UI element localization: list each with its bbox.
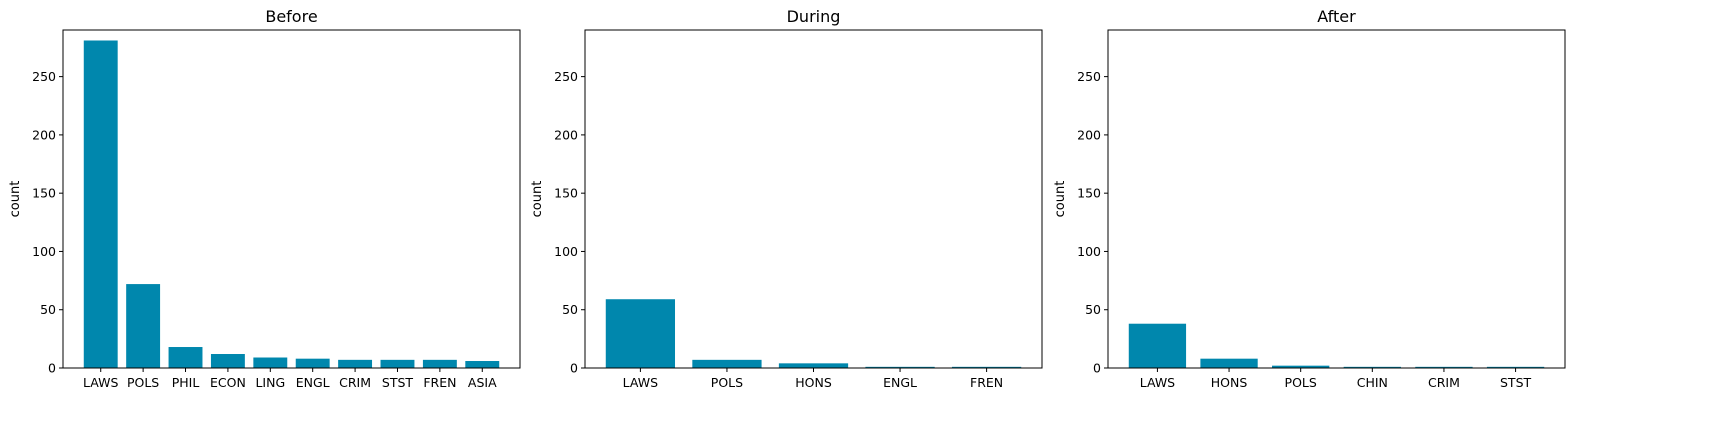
x-tick-label-hons: HONS [1211, 375, 1248, 390]
y-tick-label: 200 [554, 127, 578, 142]
bar-stst [380, 359, 415, 368]
bar-laws [1128, 323, 1187, 368]
chart-title: During [787, 7, 841, 26]
x-tick-label-engl: ENGL [883, 375, 917, 390]
y-axis-label: count [530, 181, 545, 218]
bar-fren [951, 366, 1022, 368]
y-tick-label: 250 [1077, 69, 1101, 84]
bar-chin [1343, 366, 1401, 368]
x-tick-label-fren: FREN [423, 375, 456, 390]
y-tick-label: 50 [1085, 302, 1101, 317]
bar-engl [865, 366, 935, 368]
bar-stst [1486, 366, 1545, 368]
y-tick-label: 250 [554, 69, 578, 84]
x-tick-label-crim: CRIM [339, 375, 371, 390]
x-tick-label-laws: LAWS [1140, 375, 1175, 390]
bar-laws [605, 299, 676, 368]
x-tick-label-pols: POLS [711, 375, 743, 390]
bar-laws [83, 40, 118, 369]
y-tick-label: 150 [1077, 186, 1101, 201]
x-tick-label-asia: ASIA [468, 375, 497, 390]
y-tick-label: 0 [570, 361, 578, 376]
bar-pols [1272, 365, 1330, 368]
x-tick-label-crim: CRIM [1428, 375, 1460, 390]
bar-crim [338, 359, 373, 368]
bar-hons [778, 363, 849, 368]
x-tick-label-phil: PHIL [172, 375, 200, 390]
y-axis-label: count [8, 181, 23, 218]
chart-title: Before [265, 7, 317, 26]
y-tick-label: 150 [554, 186, 578, 201]
bar-fren [422, 359, 457, 368]
x-tick-label-laws: LAWS [83, 375, 118, 390]
bar-phil [168, 347, 203, 368]
bar-engl [295, 358, 330, 368]
y-tick-label: 150 [32, 186, 56, 201]
bar-econ [210, 354, 245, 368]
x-tick-label-engl: ENGL [296, 375, 330, 390]
x-tick-label-pols: POLS [127, 375, 159, 390]
y-tick-label: 100 [1077, 244, 1101, 259]
x-tick-label-econ: ECON [210, 375, 246, 390]
chart-title: After [1317, 7, 1356, 26]
x-tick-label-pols: POLS [1285, 375, 1317, 390]
y-tick-label: 200 [32, 127, 56, 142]
y-tick-label: 0 [48, 361, 56, 376]
y-tick-label: 250 [32, 69, 56, 84]
x-tick-label-stst: STST [1500, 375, 1532, 390]
y-tick-label: 50 [40, 302, 56, 317]
bar-pols [692, 359, 762, 368]
y-axis-label: count [1053, 181, 1068, 218]
bar-asia [465, 361, 500, 368]
chart-panel-after: 0 50 100 150 200 250 LAWS HONS POLS CHIN CRIM STST A… [1053, 7, 1566, 390]
bar-crim [1415, 366, 1473, 368]
x-tick-label-fren: FREN [970, 375, 1003, 390]
axes-frame [1107, 29, 1566, 369]
x-tick-label-hons: HONS [795, 375, 832, 390]
y-tick-label: 100 [32, 244, 56, 259]
chart-panel-before: 0 50 100 150 200 250 LAWS POLS PHIL ECON LING ENGL C… [8, 7, 521, 390]
bar-pols [126, 284, 161, 368]
x-tick-label-chin: CHIN [1357, 375, 1388, 390]
x-tick-label-stst: STST [382, 375, 414, 390]
bar-hons [1200, 358, 1258, 368]
y-tick-label: 50 [562, 302, 578, 317]
chart-panel-during: 0 50 100 150 200 250 LAWS POLS HONS ENGL FREN Durin… [530, 7, 1043, 390]
x-tick-label-ling: LING [255, 375, 285, 390]
y-tick-label: 100 [554, 244, 578, 259]
bar-ling [253, 357, 288, 368]
x-tick-label-laws: LAWS [623, 375, 658, 390]
y-tick-label: 0 [1093, 361, 1101, 376]
y-tick-label: 200 [1077, 127, 1101, 142]
axes-frame [62, 29, 521, 369]
